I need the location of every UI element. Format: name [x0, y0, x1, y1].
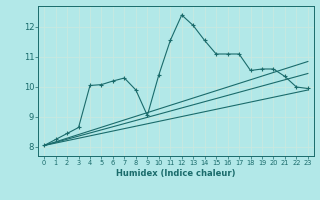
X-axis label: Humidex (Indice chaleur): Humidex (Indice chaleur) [116, 169, 236, 178]
